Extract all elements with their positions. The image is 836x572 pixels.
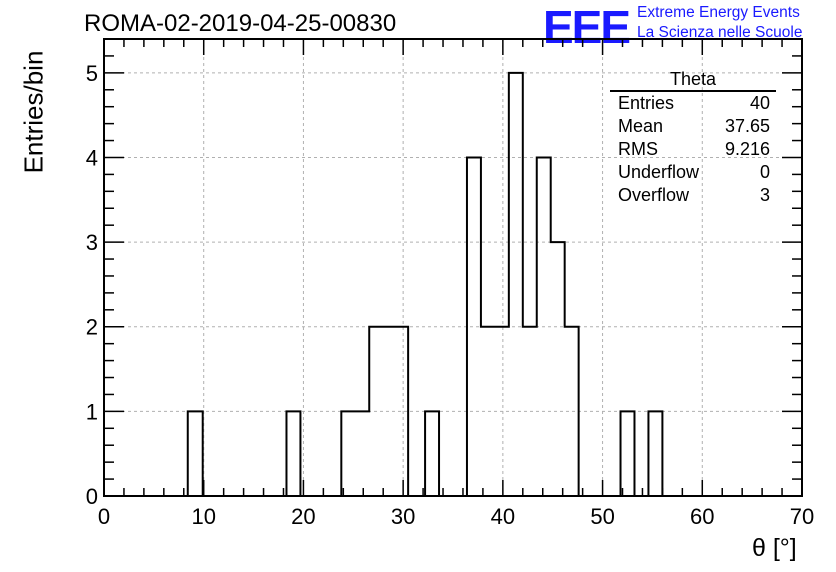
stats-box: Theta Entries 40 Mean 37.65 RMS 9.216 Un… [610, 68, 776, 207]
stat-label: Underflow [618, 162, 700, 182]
plot-frame [103, 38, 803, 497]
histogram-bin [188, 411, 203, 496]
histogram-bin [286, 411, 300, 496]
histogram-bin [425, 411, 439, 496]
brand-line-2: La Scienza nelle Scuole [637, 24, 803, 41]
x-tick-label: 30 [391, 504, 415, 529]
y-axis-label: Entries/bin [18, 50, 49, 174]
stat-label: Entries [618, 93, 675, 113]
stat-label: Mean [618, 116, 664, 136]
x-tick-label: 60 [690, 504, 714, 529]
histogram-outline [186, 71, 664, 496]
stat-row-underflow: Underflow 0 [610, 161, 776, 184]
stat-value: 40 [749, 93, 770, 113]
x-axis-label: θ [°] [752, 534, 797, 562]
brand-line-1: Extreme Energy Events [637, 4, 800, 21]
x-tick-label: 70 [790, 504, 814, 529]
stat-label: Overflow [618, 185, 690, 205]
histogram-bin [648, 411, 662, 496]
x-tick-label: 10 [191, 504, 215, 529]
y-tick-label: 0 [86, 484, 98, 509]
x-tick-label: 40 [491, 504, 515, 529]
histogram-bin [509, 73, 523, 496]
y-tick-label: 1 [86, 399, 98, 424]
stat-value: 37.65 [724, 116, 770, 136]
stat-value: 0 [759, 162, 770, 182]
stat-value: 9.216 [724, 139, 770, 159]
chart-title: ROMA-02-2019-04-25-00830 [84, 10, 397, 37]
histogram-bin [551, 242, 565, 496]
y-tick-label: 5 [86, 61, 98, 86]
x-tick-label: 0 [98, 504, 110, 529]
stat-row-rms: RMS 9.216 [610, 138, 776, 161]
x-tick-label: 20 [291, 504, 315, 529]
y-tick-label: 4 [86, 145, 98, 170]
stats-box-title: Theta [610, 68, 776, 92]
y-tick-label: 2 [86, 315, 98, 340]
stat-row-entries: Entries 40 [610, 92, 776, 115]
eee-logo: EEE [543, 1, 631, 53]
stat-row-mean: Mean 37.65 [610, 115, 776, 138]
stat-row-overflow: Overflow 3 [610, 184, 776, 207]
histogram-bin [341, 411, 369, 496]
x-tick-label: 50 [590, 504, 614, 529]
stat-label: RMS [618, 139, 658, 159]
stat-value: 3 [759, 185, 770, 205]
histogram-bin [621, 411, 635, 496]
y-tick-label: 3 [86, 230, 98, 255]
